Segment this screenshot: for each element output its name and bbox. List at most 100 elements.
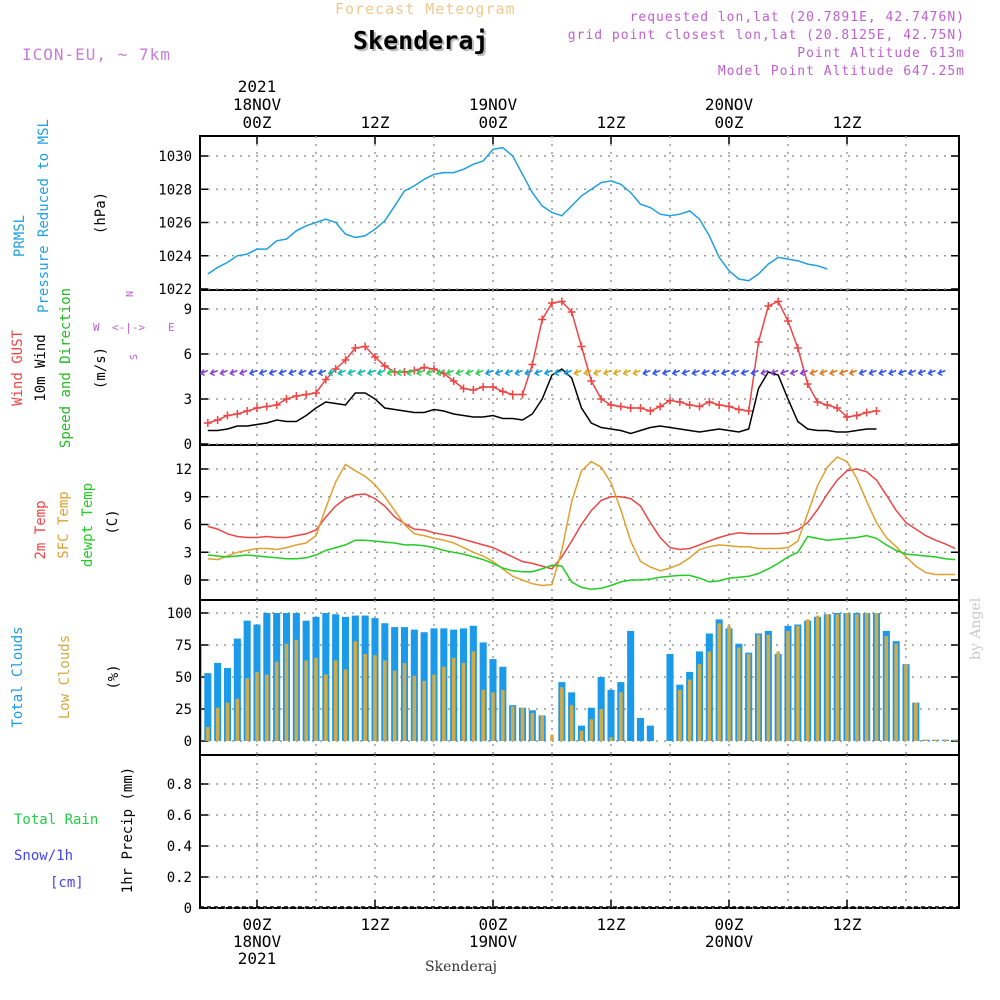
- top-time-label: 2021: [238, 77, 277, 96]
- low-clouds-bar: [717, 623, 721, 741]
- wind-direction-arrowhead: [534, 369, 540, 377]
- low-clouds-bar: [510, 706, 515, 741]
- low-clouds-bar: [206, 726, 210, 741]
- y-tick-label: 9: [184, 490, 192, 506]
- low-clouds-bar: [383, 660, 387, 741]
- temp-unit: (C): [105, 509, 121, 534]
- low-clouds-bar: [904, 664, 908, 741]
- low-clouds-bar: [442, 666, 446, 741]
- low-clouds-bar: [255, 671, 259, 741]
- low-clouds-bar: [569, 705, 574, 741]
- wind-direction-arrowhead: [661, 369, 668, 377]
- wind-direction-arrowhead: [366, 369, 373, 377]
- low-clouds-bar: [451, 657, 456, 741]
- low-clouds-bar: [363, 653, 367, 741]
- wind-direction-arrowhead: [602, 369, 609, 377]
- compass-arrows: <-|->: [112, 321, 145, 334]
- low-clouds-bar: [874, 613, 879, 741]
- y-tick-label: 0: [184, 437, 192, 453]
- wind-direction-arrowhead: [858, 369, 865, 377]
- low-clouds-bar: [491, 692, 495, 741]
- wind-direction-arrowhead: [209, 369, 216, 377]
- low-clouds-bar: [746, 653, 751, 741]
- wind-direction-arrowhead: [386, 369, 393, 377]
- wind-direction-arrowhead: [671, 369, 678, 377]
- low-clouds-bar: [737, 647, 741, 741]
- wind-direction-arrowhead: [848, 369, 855, 377]
- model-point-altitude: Model Point Altitude 647.25m: [717, 64, 965, 79]
- low-clouds-bar: [776, 651, 780, 741]
- wind-direction-arrowhead: [720, 369, 727, 377]
- side-labels: PRMSL Pressure Reduced to MSL (hPa) Wind…: [10, 119, 175, 893]
- bottom-place-label: Skenderaj: [425, 959, 498, 975]
- axis-labels: 1022 1024 1026 1028 1030 0 3 6 9 0 3 6 9 12 0 25 50 75 100…: [158, 77, 862, 968]
- point-altitude: Point Altitude 613m: [797, 46, 965, 61]
- compass-e: E: [168, 321, 175, 334]
- low-clouds-bar: [333, 660, 338, 741]
- total-clouds-bar: [627, 630, 635, 741]
- bottom-time-label: 00Z: [243, 915, 272, 934]
- wind-direction-arrowhead: [612, 369, 619, 377]
- low-clouds-bar: [707, 651, 712, 741]
- wind-direction-arrowhead: [770, 369, 776, 377]
- low-clouds-bar: [314, 657, 318, 741]
- y-tick-label: 0.2: [167, 870, 192, 886]
- top-time-label: 00Z: [715, 113, 744, 132]
- y-tick-label: 25: [175, 702, 192, 718]
- wind-direction-arrowhead: [701, 369, 707, 377]
- low-clouds-bar: [304, 660, 308, 741]
- wind-direction-arrowhead: [632, 369, 638, 377]
- wind-direction-arrowhead: [504, 369, 511, 377]
- compass-n: N: [125, 291, 136, 297]
- wind-direction-arrowhead: [278, 369, 284, 377]
- wind-direction-arrowhead: [937, 369, 943, 377]
- wind10-label: 10m Wind: [33, 334, 49, 401]
- wind-direction-arrowhead: [730, 369, 737, 377]
- wind-speed-dir-label: Speed and Direction: [58, 288, 74, 448]
- wind-direction-arrowhead: [229, 369, 235, 377]
- wind-direction-arrowhead: [691, 369, 697, 377]
- low-clouds-bar: [265, 674, 269, 741]
- wind-direction-arrowhead: [435, 369, 442, 377]
- low-clouds-bar: [589, 719, 594, 741]
- low-clouds-bar: [756, 634, 761, 741]
- wind-direction-arrowhead: [878, 369, 884, 377]
- clouds-unit: (%): [106, 664, 122, 689]
- y-tick-label: 12: [175, 462, 192, 478]
- low-clouds-bar: [923, 739, 928, 741]
- bottom-time-label: 00Z: [479, 915, 508, 934]
- total-clouds-bar: [233, 638, 241, 741]
- wind-direction-arrowhead: [416, 369, 422, 377]
- wind-direction-arrowhead: [406, 369, 412, 377]
- bottom-time-label: 18NOV: [233, 932, 282, 951]
- wind-direction-arrowhead: [789, 369, 796, 377]
- low-clouds-bar: [855, 614, 859, 741]
- wind-direction-arrowhead: [750, 369, 756, 377]
- y-tick-label: 1024: [158, 249, 192, 265]
- low-clouds-bar: [540, 715, 544, 741]
- wind-direction-arrowhead: [819, 369, 825, 377]
- low-clouds-bar: [324, 674, 328, 741]
- wind-direction-arrowhead: [583, 369, 589, 377]
- low-clouds-bar: [864, 613, 869, 741]
- wind-direction-arrowhead: [927, 369, 933, 377]
- low-clouds-bar: [481, 689, 485, 741]
- low-clouds-bar: [560, 687, 564, 741]
- snow-label: Snow/1h: [14, 848, 73, 864]
- y-tick-label: 0.6: [167, 808, 192, 824]
- bottom-time-label: 20NOV: [705, 932, 754, 951]
- bottom-time-label: 12Z: [361, 915, 390, 934]
- low-clouds-bar: [815, 615, 820, 741]
- y-tick-label: 9: [184, 302, 192, 318]
- wind-direction-arrowhead: [652, 369, 658, 377]
- low-clouds-bar: [294, 639, 299, 741]
- pressure-line: [207, 146, 828, 282]
- wind-direction-arrowhead: [248, 369, 255, 377]
- low-clouds-bar: [796, 625, 800, 741]
- forecast-title: Forecast Meteogram: [335, 0, 516, 18]
- wind-direction-arrowhead: [199, 369, 206, 377]
- low-clouds-bar: [599, 709, 603, 741]
- wind-direction-arrowhead: [711, 369, 717, 377]
- wind-direction-arrowhead: [514, 369, 520, 377]
- y-tick-label: 6: [184, 347, 192, 363]
